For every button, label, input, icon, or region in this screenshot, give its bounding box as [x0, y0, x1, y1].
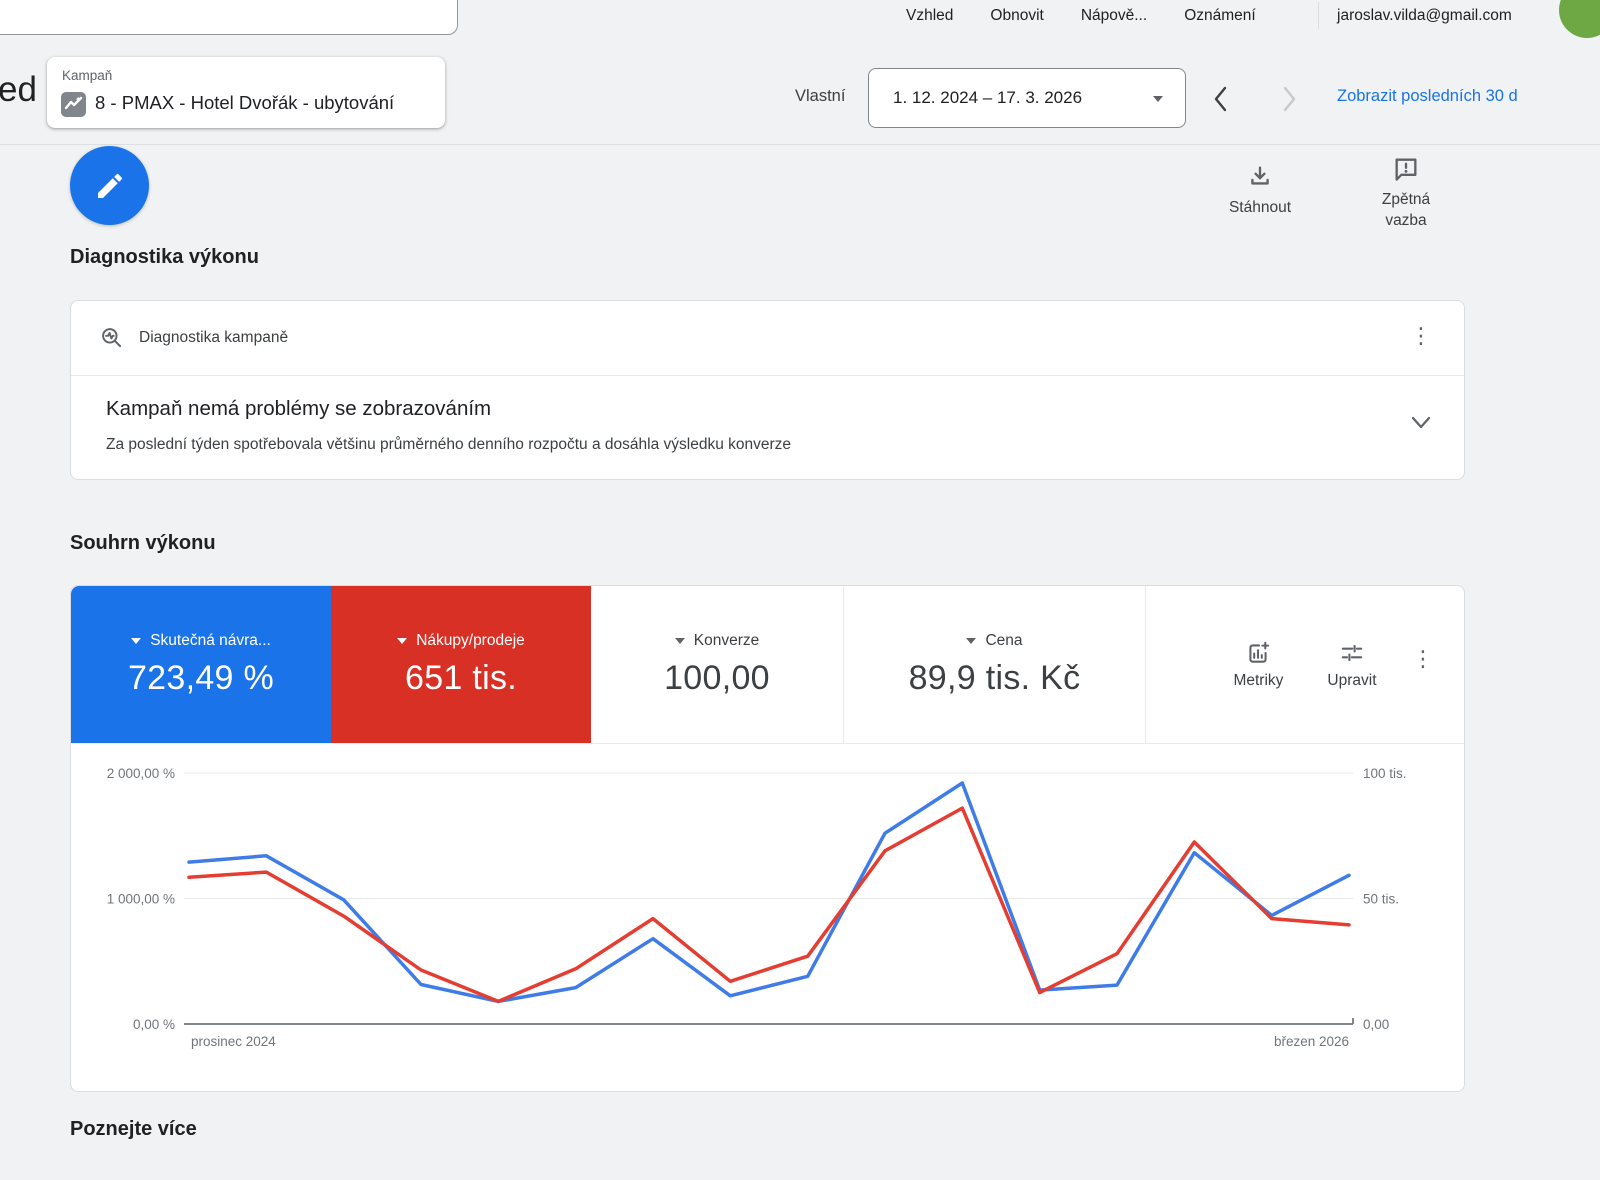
line-chart: 2 000,00 % 100 tis. 1 000,00 % 50 tis. 0,00 …	[107, 766, 1407, 1049]
diagnostics-card-body: Kampaň nemá problémy se zobrazováním Za …	[71, 376, 1464, 454]
account-email: jaroslav.vilda@gmail.com	[1337, 7, 1512, 24]
diagnostics-search-icon	[102, 328, 122, 348]
chart-toolbar: Metriky Upravit ⋮	[1145, 586, 1464, 743]
metric-label: Skutečná návra...	[150, 631, 271, 649]
metric-dropdown-icon	[966, 637, 977, 644]
metric-tab-cost[interactable]: Cena 89,9 tis. Kč	[843, 586, 1145, 743]
svg-text:100 tis.: 100 tis.	[1363, 766, 1407, 781]
daterange-picker[interactable]: 1. 12. 2024 – 17. 3. 2026	[868, 68, 1186, 128]
metric-strip: Skutečná návra... 723,49 % Nákupy/prodej…	[71, 586, 1464, 744]
svg-text:50 tis.: 50 tis.	[1363, 892, 1399, 907]
menu-item-appearance[interactable]: Vzhled	[906, 7, 954, 24]
edit-button[interactable]	[70, 146, 149, 225]
edit-chart-button-label: Upravit	[1327, 671, 1377, 689]
feedback-icon	[1395, 158, 1417, 181]
svg-text:1 000,00 %: 1 000,00 %	[107, 892, 175, 907]
show-last-30-days-link[interactable]: Zobrazit posledních 30 d	[1337, 87, 1518, 105]
campaign-diagnostics-card: Diagnostika kampaně ⋮ Kampaň nemá problé…	[70, 300, 1465, 480]
metric-value: 100,00	[664, 658, 770, 697]
performance-summary-card: Skutečná návra... 723,49 % Nákupy/prodej…	[70, 585, 1465, 1092]
download-icon	[1251, 166, 1269, 185]
expand-diagnostics-button[interactable]	[1406, 412, 1436, 434]
metric-label: Konverze	[693, 631, 760, 649]
svg-text:0,00: 0,00	[1363, 1017, 1389, 1032]
download-button[interactable]: Stáhnout	[1219, 163, 1301, 218]
divider	[1318, 2, 1319, 29]
add-chart-icon	[1249, 641, 1270, 663]
campaign-name: 8 - PMAX - Hotel Dvořák - ubytování	[95, 92, 395, 113]
account-avatar[interactable]	[1559, 0, 1600, 38]
campaign-chip[interactable]: Kampaň 8 - PMAX - Hotel Dvořák - ubytová…	[47, 57, 445, 128]
metric-value: 651 tis.	[404, 658, 518, 697]
metric-value: 89,9 tis. Kč	[908, 658, 1081, 697]
performance-chart: 2 000,00 % 100 tis. 1 000,00 % 50 tis. 0,00 …	[71, 744, 1464, 1091]
metric-label: Cena	[985, 631, 1023, 649]
daterange-prev-button[interactable]	[1211, 84, 1231, 114]
metrics-button[interactable]: Metriky	[1233, 640, 1283, 690]
metric-tab-purchases[interactable]: Nákupy/prodeje 651 tis.	[331, 586, 591, 743]
menu-item-help[interactable]: Nápově...	[1080, 7, 1148, 24]
campaign-chip-label: Kampaň	[62, 68, 113, 83]
svg-text:březen 2026: březen 2026	[1274, 1034, 1349, 1049]
campaign-type-icon	[61, 92, 86, 117]
search-input[interactable]: ebo kampaň	[0, 0, 458, 35]
metric-tab-conversions[interactable]: Konverze 100,00	[591, 586, 843, 743]
feedback-button[interactable]: Zpětná vazba	[1360, 155, 1452, 231]
daterange-value: 1. 12. 2024 – 17. 3. 2026	[893, 88, 1083, 107]
top-menu: Vzhled Obnovit Nápově... Oznámení	[906, 7, 1256, 25]
feedback-label: Zpětná vazba	[1381, 191, 1431, 229]
diagnostics-status-detail: Za poslední týden spotřebovala většinu p…	[106, 436, 792, 453]
metric-tab-roas[interactable]: Skutečná návra... 723,49 %	[71, 586, 331, 743]
download-label: Stáhnout	[1228, 199, 1292, 216]
divider	[0, 144, 1600, 145]
pencil-icon	[97, 173, 122, 198]
menu-item-notifications[interactable]: Oznámení	[1184, 7, 1256, 24]
svg-text:2 000,00 %: 2 000,00 %	[107, 766, 175, 781]
metric-label: Nákupy/prodeje	[416, 631, 525, 649]
daterange-next-button[interactable]	[1279, 84, 1299, 114]
learn-more-section-title: Poznejte více	[70, 1118, 197, 1140]
daterange-mode-label: Vlastní	[795, 87, 846, 105]
metric-value: 723,49 %	[127, 658, 275, 697]
metric-dropdown-icon	[131, 637, 142, 644]
metric-dropdown-icon	[674, 637, 685, 644]
chart-kebab-menu[interactable]: ⋮	[1412, 646, 1434, 671]
edit-chart-button[interactable]: Upravit	[1327, 640, 1377, 690]
diagnostics-kebab-menu[interactable]: ⋮	[1410, 323, 1432, 348]
menu-item-refresh[interactable]: Obnovit	[990, 7, 1044, 24]
page-title-fragment: ed	[0, 70, 37, 109]
chevron-down-icon	[1153, 96, 1163, 102]
metric-dropdown-icon	[397, 637, 408, 644]
metrics-button-label: Metriky	[1233, 671, 1284, 689]
tune-icon	[1341, 644, 1363, 661]
diagnostics-card-header: Diagnostika kampaně ⋮	[71, 301, 1464, 376]
diagnostics-section-title: Diagnostika výkonu	[70, 246, 259, 268]
diagnostics-card-header-label: Diagnostika kampaně	[139, 329, 289, 346]
summary-section-title: Souhrn výkonu	[70, 532, 216, 554]
svg-text:prosinec 2024: prosinec 2024	[191, 1034, 276, 1049]
diagnostics-status-title: Kampaň nemá problémy se zobrazováním	[106, 397, 492, 420]
svg-text:0,00 %: 0,00 %	[133, 1017, 175, 1032]
